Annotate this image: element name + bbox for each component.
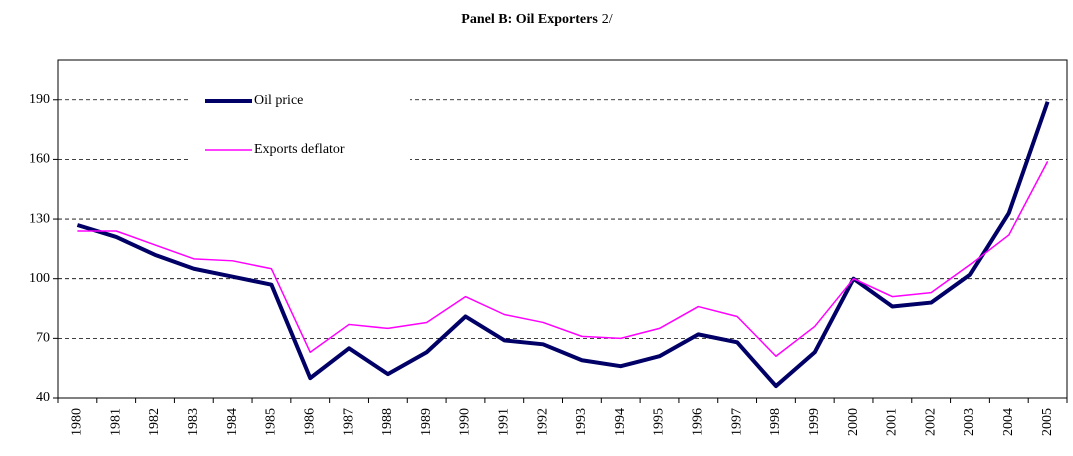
x-tick-label: 2002 <box>923 408 938 436</box>
line-series <box>76 101 1050 389</box>
x-tick-label: 1998 <box>768 408 783 436</box>
x-tick-label: 1989 <box>419 408 434 436</box>
y-tick-label: 160 <box>29 152 50 167</box>
y-tick-label: 40 <box>36 390 50 405</box>
x-tick-label: 1992 <box>535 408 550 436</box>
x-tick-label: 1993 <box>574 408 589 436</box>
x-tick-label: 2004 <box>1001 408 1016 436</box>
x-tick-label: 1983 <box>186 408 201 436</box>
x-tick-label: 1997 <box>729 408 744 436</box>
x-tick-label: 1994 <box>613 408 628 436</box>
x-tick-label: 1987 <box>341 408 356 436</box>
x-tick-label: 1995 <box>652 408 667 436</box>
legend-label: Exports deflator <box>254 142 345 157</box>
legend-label: Oil price <box>254 93 303 108</box>
legend-box <box>190 82 410 178</box>
y-tick-label: 100 <box>29 271 50 286</box>
x-tick-label: 2001 <box>885 408 900 436</box>
x-tick-label: 1985 <box>264 408 279 436</box>
title-note: 2/ <box>602 12 613 27</box>
y-tick-label: 190 <box>29 92 50 107</box>
y-tick-label: 130 <box>29 211 50 226</box>
x-tick-label: 1980 <box>70 408 85 436</box>
x-tick-label: 1981 <box>108 408 123 436</box>
y-tick-label: 70 <box>36 331 50 346</box>
grid <box>53 59 1068 403</box>
x-tick-label: 1991 <box>497 408 512 436</box>
x-tick-label: 2000 <box>846 408 861 436</box>
x-tick-label: 1990 <box>458 408 473 436</box>
plot <box>76 101 1050 389</box>
line-series <box>77 161 1049 357</box>
title-main: Panel B: Oil Exporters <box>461 12 598 27</box>
x-tick-label: 1988 <box>380 408 395 436</box>
chart-title: Panel B: Oil Exporters 2/ <box>461 12 613 27</box>
x-tick-label: 1986 <box>302 408 317 436</box>
x-tick-label: 2003 <box>962 408 977 436</box>
x-tick-label: 1982 <box>147 408 162 436</box>
x-tick-label: 1996 <box>691 408 706 436</box>
x-tick-label: 1999 <box>807 408 822 436</box>
x-tick-label: 2005 <box>1040 408 1055 436</box>
x-tick-label: 1984 <box>225 408 240 436</box>
